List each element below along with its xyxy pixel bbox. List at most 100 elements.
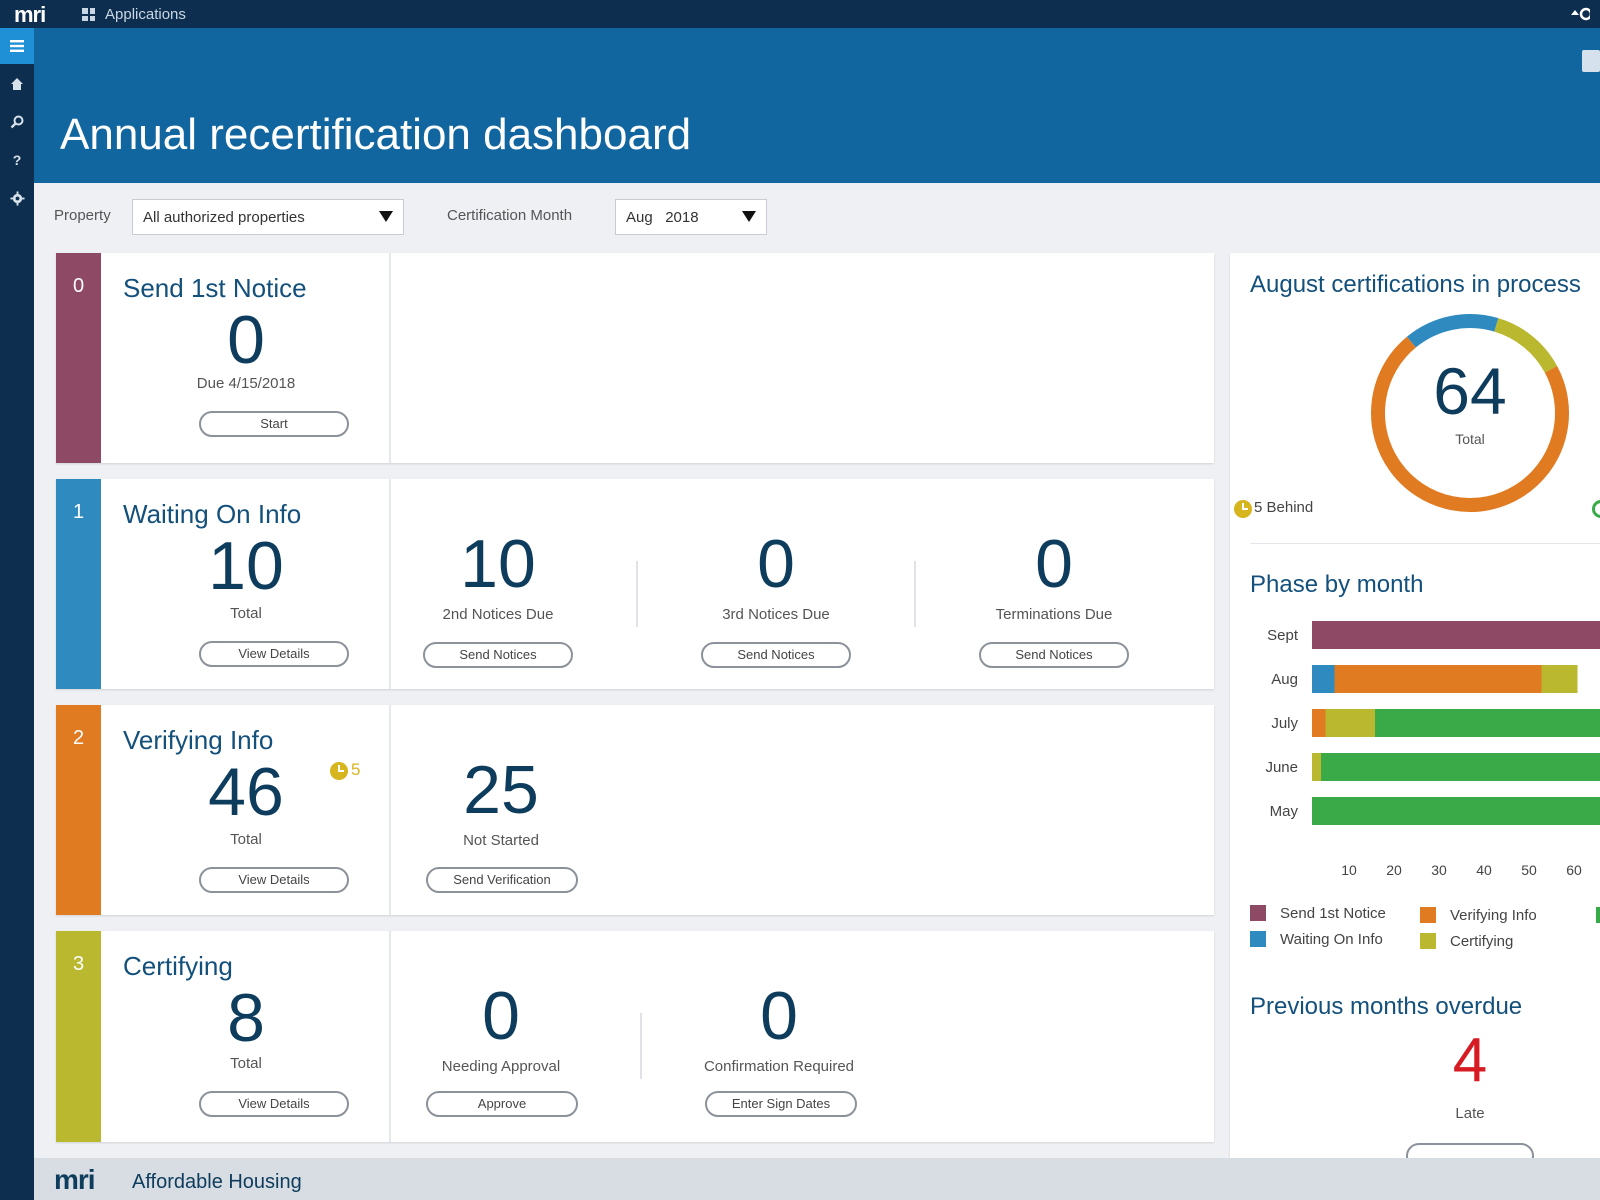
legend-swatch [1250,931,1266,947]
phase-due-date: Due 4/15/2018 [196,375,296,392]
behind-count: 5 [351,760,361,779]
bar-category-label: July [1271,715,1298,732]
metric-label: 3rd Notices Due [722,606,830,623]
clock-icon [330,762,348,780]
layout-icon[interactable] [1582,50,1600,72]
approve-button[interactable]: Approve [426,1091,578,1117]
product-name: Affordable Housing [132,1171,302,1193]
bar-category-label: Aug [1271,671,1298,688]
x-tick-label: 20 [1386,862,1402,878]
legend-label: Waiting On Info [1280,931,1383,948]
overdue-label: Late [1455,1105,1485,1122]
phase-card-send-1st-notice: 0 Send 1st Notice 0 Due 4/15/2018 Start [56,253,1214,463]
metric-value: 10 [460,526,536,602]
legend-label: Verifying Info [1450,907,1537,924]
chevron-down-icon [742,211,756,222]
start-button[interactable]: Start [199,411,349,437]
home-icon[interactable] [0,66,34,102]
property-select[interactable]: All authorized properties [132,199,404,235]
phase-index-badge: 3 [56,931,101,1142]
x-tick-label: 30 [1431,862,1447,878]
metric-label: 2nd Notices Due [442,606,554,623]
applications-link[interactable]: Applications [105,6,186,23]
donut-slice [1371,336,1569,512]
certifications-donut-chart [1371,314,1569,512]
metric-value: 25 [463,752,539,828]
donut-total: 64 [1433,354,1507,428]
menu-icon[interactable] [0,28,34,64]
apps-grid-icon[interactable] [82,8,95,21]
page-header: Annual recertification dashboard [34,28,1600,183]
metric-value: 0 [482,978,520,1054]
donut-slice [1494,318,1558,373]
send-verification-button[interactable]: Send Verification [426,867,578,893]
left-nav-rail: ? [0,28,34,1200]
bar-segment [1312,665,1335,693]
help-icon[interactable]: ? [12,152,22,168]
send-notices-button[interactable]: Send Notices [423,642,573,668]
phase-index-badge: 0 [56,253,101,463]
property-select-value: All authorized properties [143,209,305,226]
metric-label: Terminations Due [995,606,1113,623]
phase-title: Send 1st Notice [123,273,307,303]
settings-icon[interactable] [0,180,34,216]
top-bar: mri Applications [0,0,1600,28]
search-icon[interactable] [0,104,34,140]
on-track-icon [1592,500,1600,518]
bar-category-label: June [1265,759,1298,776]
phase-summary: Verifying Info 46 5 Total View Details [101,705,391,915]
overdue-view-button[interactable] [1406,1143,1534,1158]
send-notices-button[interactable]: Send Notices [979,642,1129,668]
donut-total-label: Total [1455,431,1485,447]
bar-segment [1334,665,1542,693]
phase-count: 10 [208,528,284,604]
clock-icon [1234,500,1252,518]
phase-summary: Certifying 8 Total View Details [101,931,391,1142]
phase-card-waiting-on-info: 1 Waiting On Info 10 Total View Details … [56,479,1214,689]
behind-text: 5 Behind [1254,499,1314,516]
metric-3rd-notices-due: 0 3rd Notices Due [651,524,901,623]
phase-count: 46 [208,754,284,830]
phase-count: 8 [227,980,265,1056]
phase-total-label: Total [230,1055,262,1072]
certification-month-value: Aug 2018 [626,209,699,226]
enter-sign-dates-button[interactable]: Enter Sign Dates [705,1091,857,1117]
phase-summary: Waiting On Info 10 Total View Details [101,479,391,689]
x-tick-label: 50 [1521,862,1537,878]
mri-logo: mri [54,1164,96,1195]
metric-not-started: 25 Not Started [376,750,626,849]
metric-needing-approval: 0 Needing Approval [376,976,626,1075]
x-tick-label: 60 [1566,862,1582,878]
legend-swatch [1420,933,1436,949]
phase-index-badge: 1 [56,479,101,689]
phase-by-month-chart: Sept Aug July June May 10 20 30 40 50 60 [1265,621,1600,878]
metric-label: Not Started [463,832,539,849]
view-details-button[interactable]: View Details [199,641,349,667]
summary-panel: August certifications in process 64 Tota… [1230,253,1600,1158]
phase-index-badge: 2 [56,705,101,915]
phase-title: Certifying [123,951,233,981]
property-label: Property [54,207,111,224]
bar-segment [1321,753,1600,781]
bar-segment [1312,621,1600,649]
bar-segment [1325,709,1375,737]
phase-total-label: Total [230,605,262,622]
certification-month-label: Certification Month [447,207,573,224]
legend-label: Send 1st Notice [1280,905,1386,922]
metric-value: 0 [1035,526,1073,602]
legend-item: Send 1st Notice [1250,905,1386,922]
page-title: Annual recertification dashboard [60,110,692,159]
notification-icon[interactable] [1568,5,1593,23]
legend-label: Certifying [1450,933,1514,950]
view-details-button[interactable]: View Details [199,1091,349,1117]
certification-month-select[interactable]: Aug 2018 [615,199,767,235]
phase-card-certifying: 3 Certifying 8 Total View Details 0 Need… [56,931,1214,1142]
bar-category-label: Sept [1267,627,1299,644]
send-notices-button[interactable]: Send Notices [701,642,851,668]
metric-value: 0 [760,978,798,1054]
mri-logo[interactable]: mri [14,2,46,28]
view-details-button[interactable]: View Details [199,867,349,893]
bar-segment [1312,709,1326,737]
logo-text: mri [14,2,46,27]
donut-title: August certifications in process [1250,271,1581,298]
